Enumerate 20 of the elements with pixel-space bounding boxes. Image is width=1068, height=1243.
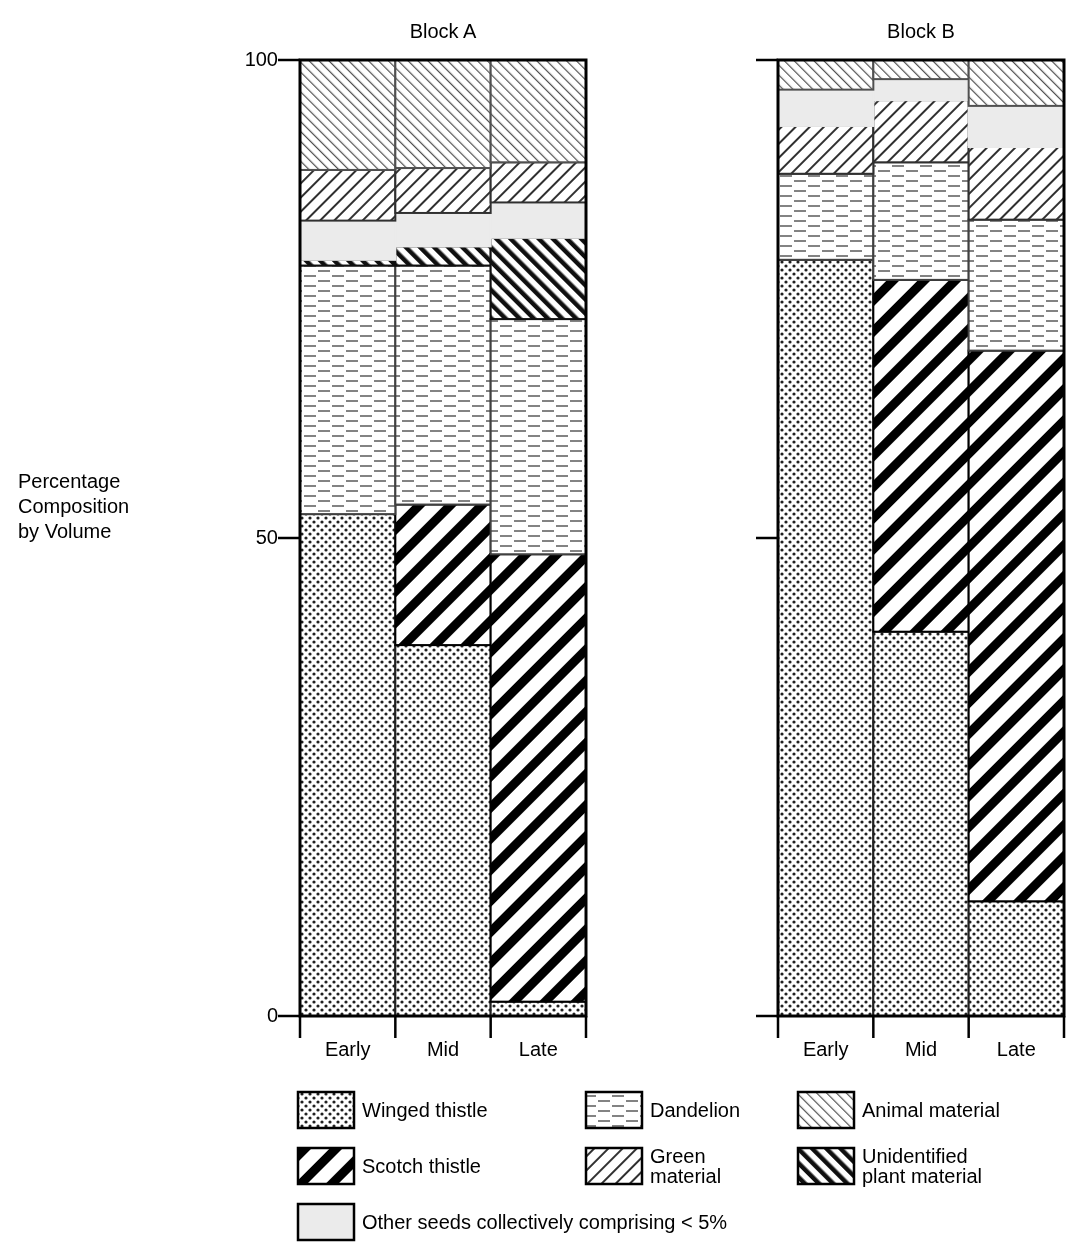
legend-label: Dandelion: [650, 1099, 741, 1121]
x-tick-label: Late: [996, 1038, 1036, 1060]
y-axis-title: Percentage Composition by Volume: [18, 470, 130, 542]
y-tick-label: 100: [244, 48, 278, 70]
legend-label: Green material: [650, 1145, 722, 1187]
x-tick-label: Late: [518, 1038, 558, 1060]
y-tick-label: 50: [255, 526, 278, 548]
x-tick-label: Mid: [426, 1038, 460, 1060]
x-tick-label: Early: [802, 1038, 849, 1060]
bar: [967, 104, 1065, 148]
legend-label: Winged thistle: [362, 1099, 488, 1121]
legend-label: Unidentified plant material: [862, 1145, 983, 1187]
x-tick-label: Early: [324, 1038, 371, 1060]
legend-label: Animal material: [862, 1099, 1000, 1121]
chart-title: Block A: [409, 20, 478, 42]
legend-label: Other seeds collectively comprising < 5%: [362, 1211, 728, 1233]
chart-title: Block B: [887, 20, 955, 42]
y-tick-label: 0: [266, 1004, 278, 1026]
x-tick-label: Mid: [904, 1038, 938, 1060]
legend-label: Scotch thistle: [362, 1155, 481, 1177]
